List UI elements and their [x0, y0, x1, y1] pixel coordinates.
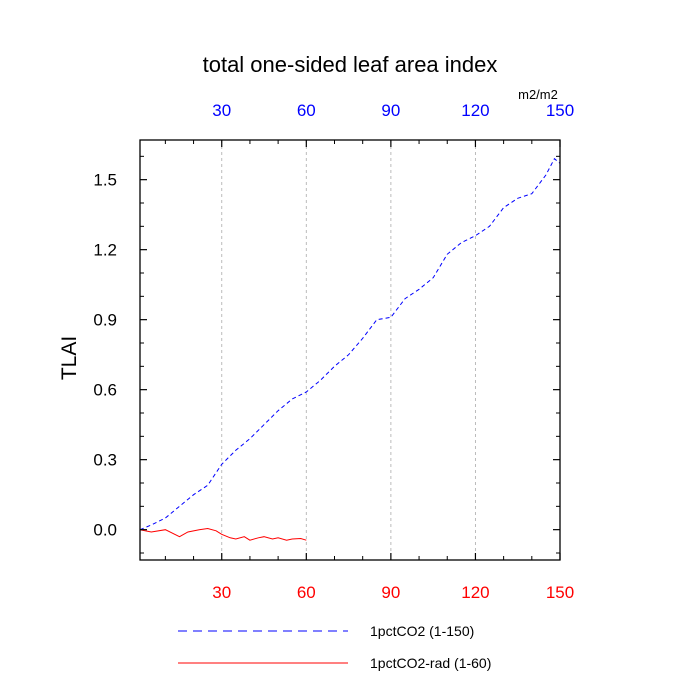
series-line-2 — [139, 527, 307, 541]
chart-title: total one-sided leaf area index — [203, 52, 498, 77]
x-tick-label-top: 90 — [381, 101, 400, 120]
x-tick-label-bottom: 60 — [297, 583, 316, 602]
axis-ticks: 30 30 60 60 90 90 120 120 150 150 0.0 0.3 0.6 0.9 1.2 1… — [93, 101, 574, 602]
x-tick-label-bottom: 30 — [212, 583, 231, 602]
x-tick-label-bottom: 90 — [381, 583, 400, 602]
y-tick-label: 0.3 — [93, 451, 117, 470]
y-tick-label: 1.2 — [93, 241, 117, 260]
y-axis-label: TLAI — [58, 336, 81, 380]
plot-frame — [139, 139, 561, 561]
x-tick-label-top: 60 — [297, 101, 316, 120]
x-tick-label-top: 150 — [546, 101, 574, 120]
legend: 1pctCO2 (1-150) 1pctCO2-rad (1-60) — [178, 623, 491, 671]
y-tick-label: 1.5 — [93, 171, 117, 190]
y-tick-label: 0.9 — [93, 311, 117, 330]
legend-label-2: 1pctCO2-rad (1-60) — [370, 655, 491, 671]
x-tick-label-top: 30 — [212, 101, 231, 120]
series-lines — [139, 157, 561, 541]
y-tick-label: 0.6 — [93, 381, 117, 400]
x-tick-label-bottom: 150 — [546, 583, 574, 602]
units-label: m2/m2 — [518, 87, 558, 102]
x-tick-label-bottom: 120 — [461, 583, 489, 602]
grid-lines — [221, 140, 476, 560]
x-tick-label-top: 120 — [461, 101, 489, 120]
series-line-1 — [139, 157, 561, 531]
y-tick-label: 0.0 — [93, 521, 117, 540]
legend-label-1: 1pctCO2 (1-150) — [370, 623, 474, 639]
